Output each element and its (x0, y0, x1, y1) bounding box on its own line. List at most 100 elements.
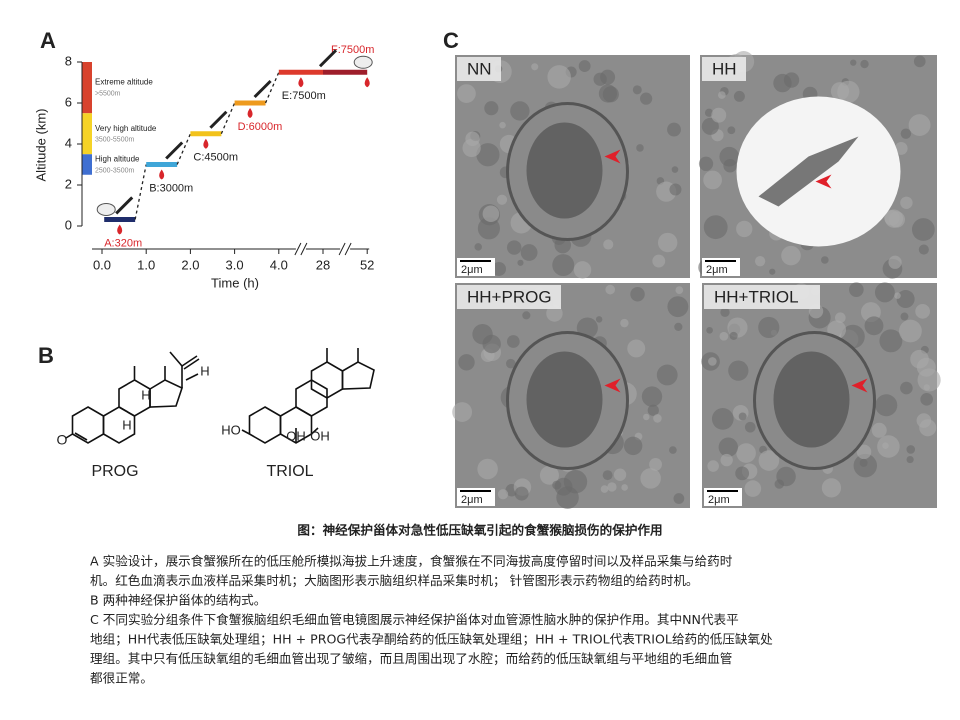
axis-break-mark (300, 242, 308, 256)
texture (643, 413, 650, 421)
texture (669, 183, 682, 196)
x-tick-label: 3.0 (226, 257, 244, 272)
stage-label: B:3000m (149, 182, 193, 194)
texture (874, 282, 895, 303)
x-tick-label: 28 (316, 257, 330, 272)
syringe-icon (253, 79, 272, 99)
micrograph-label: NN (467, 59, 492, 78)
texture (554, 477, 573, 496)
texture (632, 85, 642, 95)
texture (744, 421, 756, 433)
scale-label: 2μm (708, 494, 730, 506)
texture (923, 384, 930, 391)
texture (900, 196, 913, 210)
connector (176, 133, 191, 165)
structure-name: PROG (91, 463, 138, 480)
stage-label: E:7500m (282, 90, 326, 102)
texture (719, 331, 729, 341)
texture (906, 455, 914, 464)
stage-label: F:7500m (331, 44, 374, 56)
blood-drop-icon (159, 169, 165, 180)
texture (520, 244, 538, 261)
arrowhead (604, 149, 621, 164)
x-tick-label: 1.0 (137, 257, 155, 272)
axis-break-mark (294, 242, 302, 256)
texture (703, 170, 722, 190)
texture (510, 101, 530, 121)
texture (704, 108, 714, 117)
texture (652, 254, 666, 268)
texture (669, 446, 677, 454)
texture (879, 329, 903, 353)
y-axis-title: Altitude (km) (33, 109, 48, 182)
texture (821, 478, 842, 498)
brain-icon (353, 55, 373, 69)
brain-icon (96, 202, 116, 216)
texture (707, 460, 719, 472)
texture (875, 394, 898, 417)
nucleus (526, 122, 603, 219)
syringe-icon (165, 141, 184, 160)
panel-label: C (443, 28, 459, 53)
nucleus (773, 351, 850, 448)
texture (667, 296, 689, 318)
texture (856, 444, 872, 460)
texture (698, 156, 714, 171)
texture (673, 493, 685, 504)
stage-label: A:320m (104, 237, 142, 249)
texture (900, 312, 909, 321)
atom: H (200, 363, 209, 378)
y-tick-label: 4 (65, 135, 72, 150)
texture (769, 268, 776, 275)
texture (744, 480, 762, 497)
texture (474, 243, 482, 251)
texture (636, 144, 644, 152)
texture (758, 450, 780, 471)
texture (477, 458, 498, 480)
micrograph: NN 2μm (455, 55, 690, 279)
micrograph: HH+TRIOL 2μm (701, 282, 941, 508)
texture (900, 128, 912, 139)
texture (497, 489, 509, 500)
micrograph: HH 2μm (698, 51, 937, 279)
texture (603, 239, 614, 250)
zone-range: 3500-5500m (95, 137, 134, 144)
atom: OH (286, 428, 306, 443)
texture (701, 117, 719, 135)
texture (484, 101, 499, 116)
texture (613, 468, 627, 481)
arrowhead (604, 378, 621, 393)
texture (735, 466, 750, 481)
texture (514, 486, 529, 501)
texture (573, 261, 592, 279)
atom: H (122, 417, 131, 432)
texture (602, 470, 613, 481)
texture (711, 408, 734, 430)
y-tick-label: 2 (65, 176, 72, 191)
texture (864, 316, 884, 336)
nucleus (526, 351, 603, 448)
texture (899, 319, 922, 343)
texture (894, 141, 908, 155)
texture (506, 358, 516, 369)
blood-drop-icon (117, 224, 123, 235)
texture (896, 290, 915, 309)
texture (607, 482, 617, 492)
micrograph-label: HH+TRIOL (714, 287, 799, 306)
x-tick-label: 0.0 (93, 257, 111, 272)
zone-range: 2500-3500m (95, 167, 134, 174)
texture (706, 326, 713, 334)
texture (754, 256, 766, 267)
texture (720, 453, 733, 467)
texture (910, 349, 929, 369)
texture (718, 91, 726, 99)
caption-line: 地组；HH代表低压缺氧处理组；HH + PROG代表孕酮给药的低压缺氧处理组；H… (90, 632, 773, 648)
texture (623, 436, 643, 456)
x-tick-label: 2.0 (181, 257, 199, 272)
y-tick-label: 8 (65, 53, 72, 68)
texture (711, 107, 727, 123)
scale-label: 2μm (461, 494, 483, 506)
x-tick-label: 52 (360, 257, 374, 272)
